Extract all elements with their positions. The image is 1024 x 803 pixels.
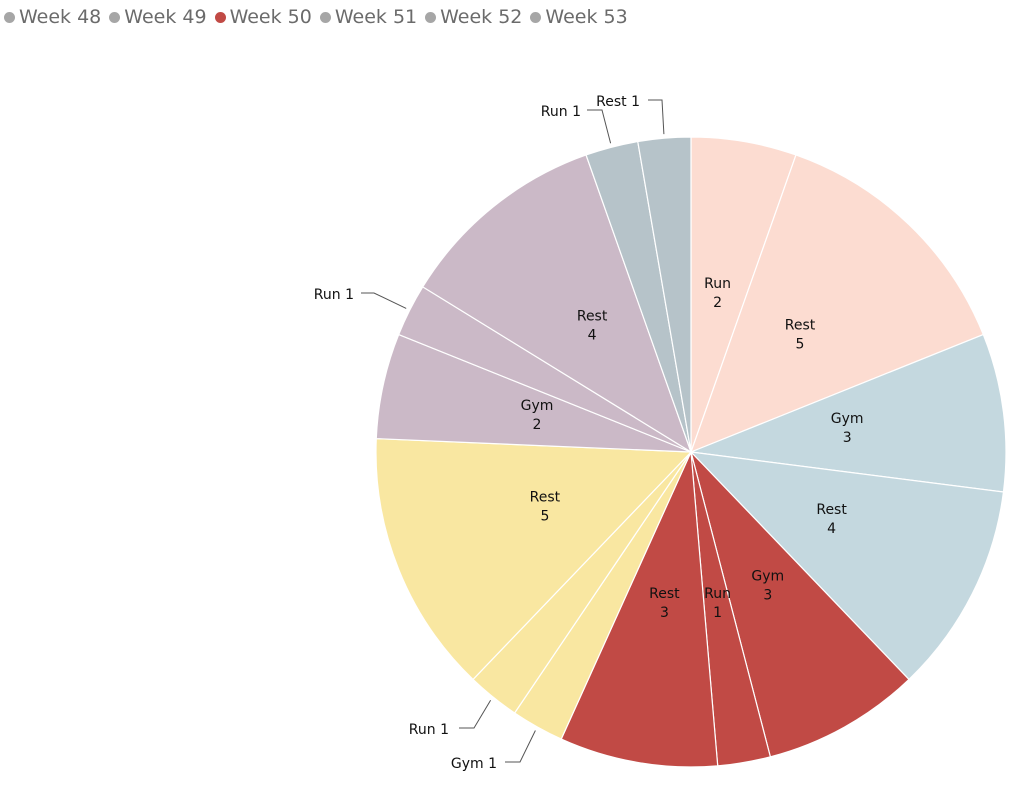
slice-label: Rest 5 [785,317,816,352]
legend-item[interactable]: Week 49 [109,6,207,28]
leader-line [459,699,492,729]
legend-label: Week 48 [19,6,102,28]
slice-label: Rest 3 [649,586,680,621]
pie-slice[interactable] [689,449,910,758]
legend-marker-icon [109,11,121,23]
slice-label: Rest 4 [816,502,847,537]
legend-item[interactable]: Week 51 [319,6,418,28]
leader-line [648,99,665,135]
legend-marker-icon [4,11,15,23]
legend-item[interactable]: Week 52 [425,6,522,28]
legend-marker-icon [214,11,226,23]
pie-slice[interactable] [688,333,1007,493]
legend-item[interactable]: Week 50 [214,6,312,28]
legend-label: Week 52 [440,6,523,28]
legend-item[interactable]: Week 53 [530,6,628,28]
slice-label: Run 1 [704,586,731,621]
legend-item[interactable]: Week 48 [4,6,101,28]
leader-line [361,292,407,309]
legend-marker-icon [425,11,437,23]
slice-label: Gym 2 [521,398,554,433]
leader-line [587,109,612,144]
pie-slice[interactable] [637,136,692,453]
leader-line [505,730,536,763]
slice-label: Run 1 [314,287,354,303]
slice-label: Rest 1 [596,94,640,110]
slice-label: Gym 3 [751,569,784,604]
pie-slice[interactable] [689,154,985,454]
legend-marker-icon [530,11,542,23]
legend-label: Week 49 [124,6,207,28]
slice-label: Rest 5 [530,490,561,525]
pie-slice[interactable] [560,449,719,768]
pie-slice[interactable] [375,438,693,681]
slice-label: Rest 4 [577,309,608,344]
slice-label: Gym 3 [831,411,864,446]
pie-slice[interactable] [689,451,1005,681]
legend-label: Week 50 [229,6,312,28]
legend-label: Week 51 [334,6,418,28]
pie-slice[interactable] [421,154,693,454]
legend-label: Week 53 [545,6,628,28]
slice-label: Run 1 [541,104,581,120]
slice-label: Run 1 [409,722,449,738]
slice-label: Run 2 [704,276,731,311]
slice-label: Gym 1 [451,756,497,772]
legend-marker-icon [319,11,331,23]
chart-legend: Week 48 Week 49 Week 50 Week 51 Week 52 Week … [4,6,628,28]
